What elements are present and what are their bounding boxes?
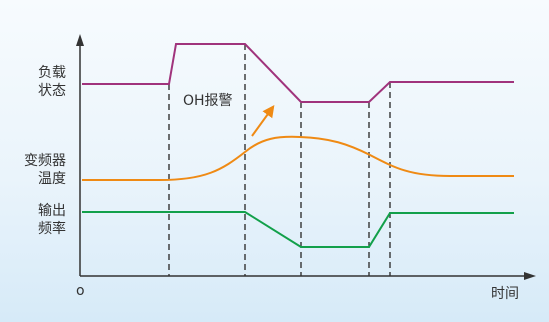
y-axis-arrow-icon <box>76 34 84 46</box>
output-frequency-label: 输出 频率 <box>2 202 66 238</box>
inverter-temperature-label-line2: 温度 <box>38 171 66 187</box>
load-status-label-line1: 负载 <box>38 65 66 81</box>
alarm-arrow-icon <box>251 105 275 137</box>
x-axis-arrow-icon <box>524 272 536 280</box>
load-status-line <box>82 43 514 103</box>
inverter-temperature-label-line1: 变频器 <box>24 153 66 169</box>
load-status-label-line2: 状态 <box>38 83 66 99</box>
oh-alarm-annotation: OH报警 <box>183 93 233 109</box>
output-frequency-line <box>82 211 514 248</box>
output-frequency-label-line1: 输出 <box>38 203 66 219</box>
load-status-label: 负载 状态 <box>2 64 66 100</box>
origin-label: o <box>76 283 85 299</box>
output-frequency-label-line2: 频率 <box>38 221 66 237</box>
x-axis-label: 时间 <box>491 286 519 302</box>
temperature-curve <box>82 135 514 181</box>
inverter-temperature-label: 变频器 温度 <box>2 152 66 188</box>
